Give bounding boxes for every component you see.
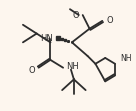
Text: NH: NH <box>120 54 131 63</box>
Text: NH: NH <box>66 62 79 71</box>
Text: O: O <box>28 66 35 75</box>
Text: HN: HN <box>41 34 53 43</box>
Text: O: O <box>72 11 79 20</box>
Text: O: O <box>106 16 113 25</box>
